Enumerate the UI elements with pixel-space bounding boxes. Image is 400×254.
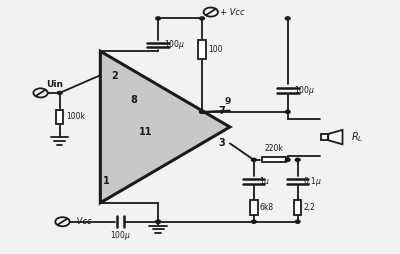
Text: 11: 11 <box>140 127 153 137</box>
Circle shape <box>156 220 160 223</box>
Text: 2: 2 <box>111 71 118 82</box>
Circle shape <box>57 91 62 94</box>
Text: $R_L$: $R_L$ <box>352 130 364 144</box>
Text: 100$\mu$: 100$\mu$ <box>294 84 315 97</box>
Bar <box>262 157 286 162</box>
Bar <box>320 134 328 140</box>
Text: 2,2: 2,2 <box>303 203 315 212</box>
Circle shape <box>156 17 160 20</box>
Text: 1$\mu$: 1$\mu$ <box>259 175 271 188</box>
Circle shape <box>285 110 290 113</box>
Text: 8: 8 <box>131 96 138 105</box>
Text: 1: 1 <box>103 176 110 186</box>
Circle shape <box>252 158 256 161</box>
Text: 3: 3 <box>218 138 225 148</box>
Text: Uin: Uin <box>46 80 64 89</box>
Text: 9: 9 <box>225 97 231 105</box>
Circle shape <box>295 158 300 161</box>
Text: 100$\mu$: 100$\mu$ <box>164 38 185 51</box>
Circle shape <box>200 110 204 113</box>
Text: 0,1$\mu$: 0,1$\mu$ <box>303 175 322 188</box>
Circle shape <box>156 220 160 223</box>
Text: + Vcc: + Vcc <box>220 8 244 17</box>
Circle shape <box>295 220 300 223</box>
Bar <box>198 40 206 59</box>
Circle shape <box>285 158 290 161</box>
Text: 100k: 100k <box>66 113 86 121</box>
Polygon shape <box>100 51 230 203</box>
Circle shape <box>200 110 204 113</box>
Circle shape <box>200 17 204 20</box>
Bar <box>250 200 258 215</box>
Text: 220k: 220k <box>264 144 283 153</box>
Circle shape <box>252 220 256 223</box>
Bar <box>56 109 64 124</box>
Text: 100$\mu$: 100$\mu$ <box>110 229 131 242</box>
Bar <box>294 200 302 215</box>
Circle shape <box>285 17 290 20</box>
Polygon shape <box>328 130 342 144</box>
Text: 7: 7 <box>218 106 225 116</box>
Text: 6k8: 6k8 <box>259 203 274 212</box>
Text: - Vcc: - Vcc <box>71 217 92 226</box>
Text: 100: 100 <box>208 45 223 54</box>
